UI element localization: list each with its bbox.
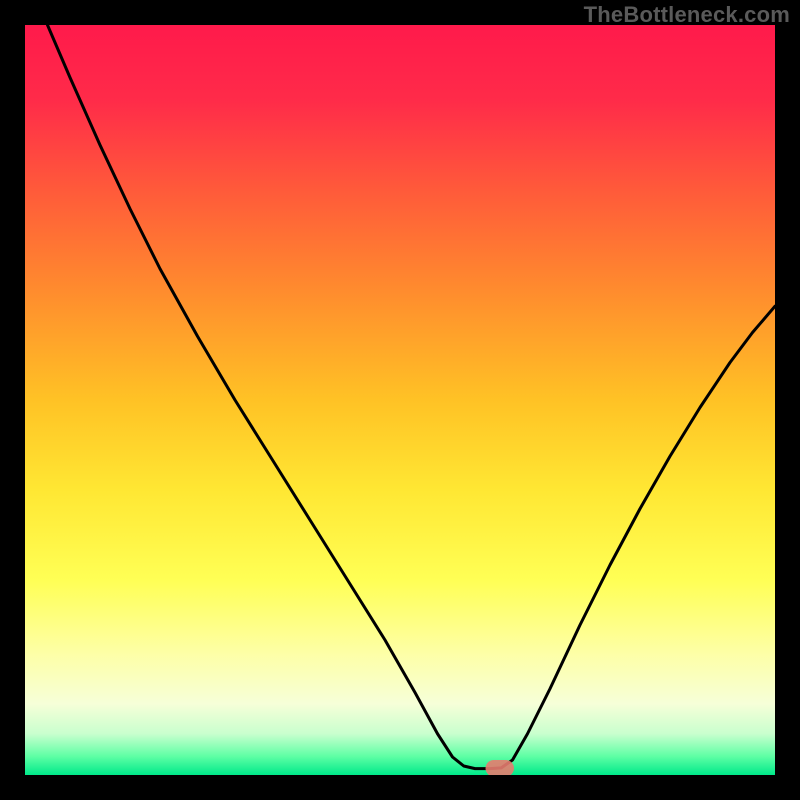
watermark-label: TheBottleneck.com [584,2,790,28]
plot-area [25,25,775,777]
gradient-background [25,25,775,775]
chart-stage: TheBottleneck.com [0,0,800,800]
optimal-marker [486,760,515,777]
bottleneck-chart [0,0,800,800]
